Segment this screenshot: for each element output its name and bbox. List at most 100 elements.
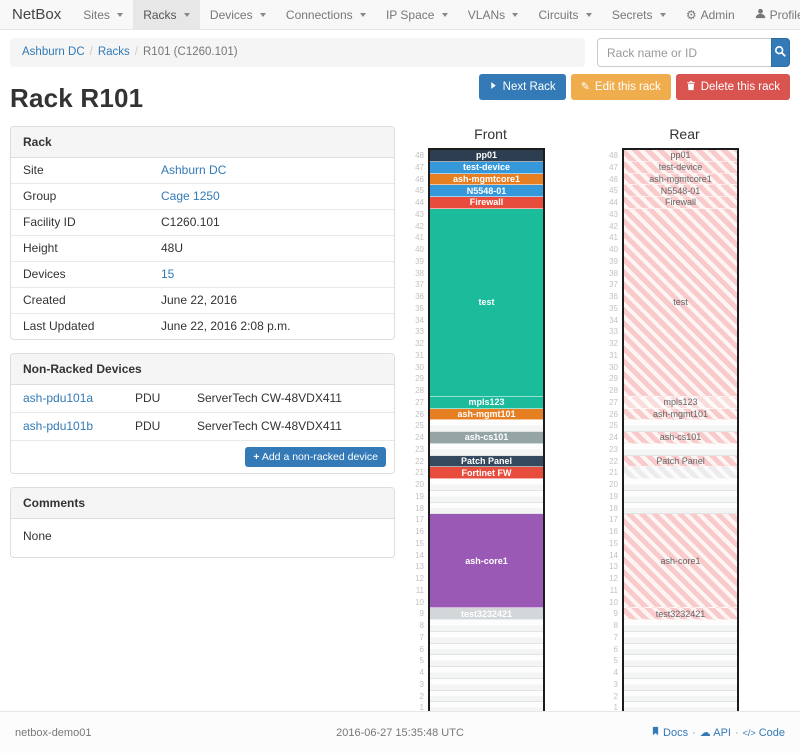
rack-unit-ash-mgmtcore1[interactable]: ash-mgmtcore1 — [430, 173, 543, 186]
edit-rack-label: Edit this rack — [594, 81, 661, 93]
device-role: PDU — [135, 419, 161, 433]
unit-number: 42 — [415, 221, 424, 231]
rack-unit-test-device[interactable]: test-device — [624, 161, 737, 174]
search-input[interactable] — [597, 38, 771, 67]
nav-item-admin[interactable]: ⚙ Admin — [685, 8, 735, 22]
non-racked-footer: + Add a non-racked device — [11, 441, 394, 473]
nav-item-circuits[interactable]: Circuits — [528, 0, 601, 29]
unit-number: 20 — [609, 480, 618, 489]
attr-value-text[interactable]: Ashburn DC — [161, 163, 227, 177]
rack-unit-empty — [624, 490, 737, 503]
attr-label: Group — [23, 189, 57, 203]
delete-rack-button[interactable]: Delete this rack — [675, 74, 790, 100]
chevron-down-icon — [441, 13, 448, 17]
rack-unit-pp01[interactable]: pp01 — [624, 150, 737, 162]
device-role: PDU — [135, 391, 161, 405]
attr-value-text: 48U — [161, 241, 184, 255]
rack-unit-n5548-01[interactable]: N5548-01 — [430, 185, 543, 197]
rack-attr-row: Height 48U — [11, 236, 394, 262]
unit-number: 36 — [415, 292, 424, 301]
unit-number: 32 — [415, 339, 424, 348]
unit-number: 23 — [609, 444, 618, 454]
footer-link-docs[interactable]: Docs — [651, 726, 688, 739]
unit-number: 27 — [415, 397, 424, 407]
rack-unit-ash-mgmt101[interactable]: ash-mgmt101 — [430, 408, 543, 421]
rack-unit-test-device[interactable]: test-device — [430, 161, 543, 174]
unit-number: 35 — [609, 303, 618, 313]
rack-unit-ash-cs101[interactable]: ash-cs101 — [624, 432, 737, 444]
nav-item-sites[interactable]: Sites — [73, 0, 133, 29]
device-model: ServerTech CW-48VDX411 — [197, 419, 342, 433]
attr-value-text[interactable]: Cage 1250 — [161, 189, 220, 203]
unit-number: 34 — [609, 315, 618, 325]
add-non-racked-device-button[interactable]: + Add a non-racked device — [245, 447, 386, 467]
rack-attr-row: Created June 22, 2016 — [11, 288, 394, 314]
attr-value-text[interactable]: 15 — [161, 267, 175, 281]
user-icon — [755, 8, 766, 22]
rack-unit-empty — [624, 631, 737, 644]
rack-unit-ash-mgmtcore1[interactable]: ash-mgmtcore1 — [624, 173, 737, 186]
non-racked-panel-title: Non-Racked Devices — [11, 354, 394, 385]
rack-unit-ash-cs101[interactable]: ash-cs101 — [430, 432, 543, 444]
comments-body: None — [23, 529, 52, 543]
footer-link-code[interactable]: </> Code — [742, 727, 786, 739]
rack-unit-firewall[interactable]: Firewall — [624, 197, 737, 209]
rack-unit-test[interactable]: test — [624, 208, 737, 397]
unit-number: 48 — [609, 151, 618, 160]
edit-rack-button[interactable]: ✎ Edit this rack — [570, 74, 671, 100]
rack-search-form — [597, 38, 790, 67]
nav-item-connections[interactable]: Connections — [276, 0, 376, 29]
attr-label: Last Updated — [23, 319, 95, 333]
nav-item-ip-space[interactable]: IP Space — [376, 0, 458, 29]
unit-number: 31 — [609, 350, 618, 360]
brand[interactable]: NetBox — [12, 6, 62, 23]
unit-number: 13 — [609, 562, 618, 572]
rack-unit-firewall[interactable]: Firewall — [430, 197, 543, 209]
rack-unit-patch-panel[interactable]: Patch Panel — [430, 455, 543, 468]
attr-value: C1260.101 — [161, 215, 382, 229]
attr-value: 15 — [161, 267, 382, 281]
next-rack-button[interactable]: Next Rack — [478, 74, 566, 100]
rack-unit-test[interactable]: test — [430, 208, 543, 397]
device-link[interactable]: ash-pdu101b — [23, 419, 94, 433]
attr-value: June 22, 2016 2:08 p.m. — [161, 319, 382, 333]
search-button[interactable] — [771, 38, 790, 67]
unit-number: 19 — [415, 491, 424, 501]
rack-unit-empty — [430, 678, 543, 691]
rack-unit-ash-core1[interactable]: ash-core1 — [430, 514, 543, 609]
rack-unit-fortinet-fw[interactable] — [624, 467, 737, 479]
rack-unit-test3232421[interactable]: test3232421 — [624, 608, 737, 620]
nav-item-devices[interactable]: Devices — [200, 0, 276, 29]
unit-number: 38 — [415, 268, 424, 278]
rack-unit-ash-core1[interactable]: ash-core1 — [624, 514, 737, 609]
rack-unit-mpls123[interactable]: mpls123 — [624, 396, 737, 409]
plus-icon: + — [253, 451, 260, 463]
rack-unit-pp01[interactable]: pp01 — [430, 150, 543, 162]
rack-unit-n5548-01[interactable]: N5548-01 — [624, 185, 737, 197]
rack-unit-patch-panel[interactable]: Patch Panel — [624, 455, 737, 468]
rack-unit-ash-mgmt101[interactable]: ash-mgmt101 — [624, 408, 737, 421]
unit-number: 5 — [613, 656, 618, 666]
unit-number: 14 — [609, 550, 618, 560]
breadcrumb-item[interactable]: Racks — [97, 46, 130, 58]
nav-item-vlans[interactable]: VLANs — [458, 0, 529, 29]
footer-link-api[interactable]: ☁ API — [699, 727, 731, 739]
breadcrumb-item: R101 (C1260.101) — [143, 46, 238, 58]
rack-unit-empty — [430, 490, 543, 503]
nav-item-secrets[interactable]: Secrets — [602, 0, 676, 29]
chevron-right-icon — [489, 81, 498, 93]
non-racked-device-row: ash-pdu101a PDU ServerTech CW-48VDX411 — [11, 385, 394, 413]
rack-unit-test3232421[interactable]: test3232421 — [430, 608, 543, 620]
unit-number: 14 — [415, 550, 424, 560]
rack-unit-empty — [624, 620, 737, 632]
breadcrumb-item[interactable]: Ashburn DC — [22, 46, 85, 58]
rack-unit-mpls123[interactable]: mpls123 — [430, 396, 543, 409]
device-link[interactable]: ash-pdu101a — [23, 391, 94, 405]
rack-unit-fortinet-fw[interactable]: Fortinet FW — [430, 467, 543, 479]
nav-item-profile[interactable]: Profile — [745, 0, 800, 29]
chevron-down-icon — [659, 13, 666, 17]
nav-item-racks[interactable]: Racks — [133, 0, 200, 29]
rack-attr-row: Site Ashburn DC — [11, 158, 394, 184]
unit-number: 1 — [613, 703, 618, 713]
unit-number: 2 — [613, 691, 618, 701]
